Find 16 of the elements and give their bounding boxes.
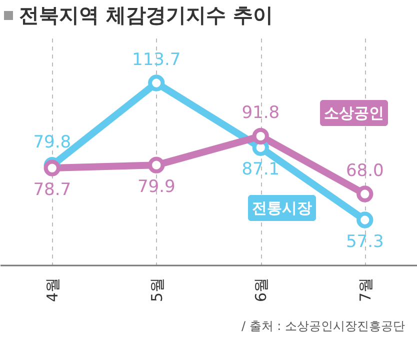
x-tick-label: 6월: [252, 278, 270, 302]
data-label: 91.8: [242, 103, 280, 124]
data-label: 57.3: [346, 232, 384, 252]
x-tick-label: 7월: [356, 278, 374, 302]
chart-title: 전북지역 체감경기지수 추이: [19, 2, 273, 29]
x-tick-label: 5월: [148, 278, 166, 302]
text: / 출처 : 소상공인시장진흥공단: [241, 318, 405, 335]
data-label: 68.0: [346, 161, 384, 182]
data-label: 113.7: [132, 50, 181, 70]
data-label: 87.1: [242, 160, 280, 180]
text: 소상공인: [324, 104, 384, 122]
data-label: 79.8: [33, 132, 72, 152]
data-label: 78.7: [33, 180, 72, 200]
data-label: 79.9: [137, 177, 176, 198]
x-tick-label: 4월: [44, 278, 62, 302]
series-label: 전통시장: [252, 199, 312, 217]
